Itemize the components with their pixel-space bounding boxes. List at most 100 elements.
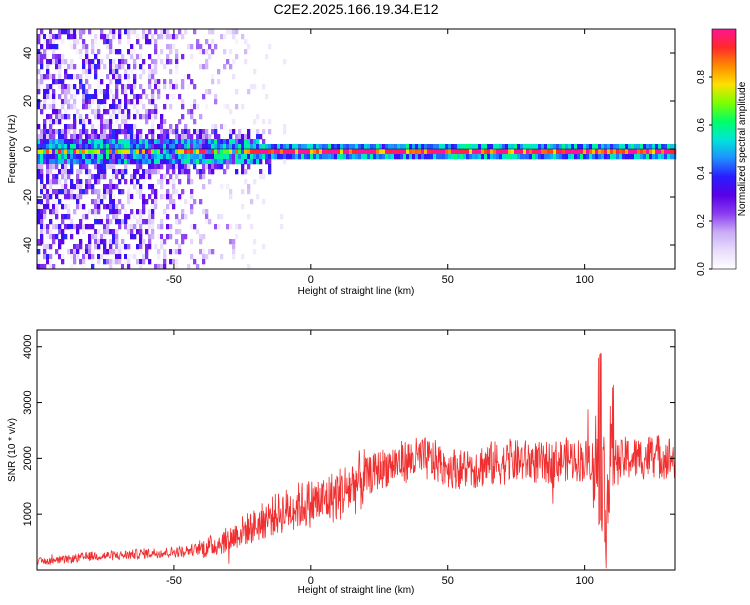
spectrogram-cell (55, 174, 59, 180)
spectrogram-cell (160, 244, 164, 250)
spectrogram-cell (52, 59, 56, 65)
colorbar-gradient (711, 28, 737, 270)
spectrogram-cell (511, 154, 515, 160)
spectrogram-cell (85, 59, 89, 65)
spectrogram-cell (178, 219, 182, 225)
spectrogram-cell (205, 214, 209, 220)
spectrogram-cell (88, 134, 92, 140)
spectrogram-cell (97, 49, 101, 55)
colorbar-ticks: 0.00.20.40.60.8 (696, 70, 712, 276)
spectrogram-cell (160, 149, 164, 155)
spectrogram-cell (247, 214, 251, 220)
spectrogram-cell (433, 149, 437, 155)
spectrogram-cell (82, 164, 86, 170)
spectrogram-cell (64, 184, 68, 190)
spectrogram-cell (223, 139, 227, 145)
spectrogram-cell (118, 109, 122, 115)
spectrogram-cell (40, 164, 44, 170)
spectrogram-cell (157, 54, 161, 60)
spectrogram-cell (664, 154, 668, 160)
spectrogram-cell (604, 144, 608, 150)
spectrogram-cell (97, 84, 101, 90)
spectrogram-cell (52, 39, 56, 45)
spectrogram-cell (184, 159, 188, 165)
spectrogram-cell (667, 149, 671, 155)
spectrogram-cell (571, 149, 575, 155)
spectrogram-cell (412, 149, 416, 155)
spectrogram-cell (229, 149, 233, 155)
spectrogram-cell (124, 214, 128, 220)
spectrogram-cell (79, 134, 83, 140)
spectrogram-cell (94, 149, 98, 155)
spectrogram-cell (121, 119, 125, 125)
spectrogram-cell (100, 59, 104, 65)
spectrogram-cell (190, 179, 194, 185)
spectrogram-cell (235, 149, 239, 155)
spectrogram-cell (118, 209, 122, 215)
spectrogram-cell (64, 134, 68, 140)
spectrogram-cell (190, 44, 194, 50)
spectrogram-cell (193, 199, 197, 205)
spectrogram-cell (97, 59, 101, 65)
spectrogram-cell (43, 214, 47, 220)
spectrogram-cell (109, 134, 113, 140)
spectrogram-cell (124, 89, 128, 95)
spectrogram-cell (55, 109, 59, 115)
spectrogram-cell (208, 154, 212, 160)
spectrogram-cell (121, 239, 125, 245)
spectrogram-cell (136, 219, 140, 225)
spectrogram-cell (169, 259, 173, 265)
spectrogram-cell (226, 59, 230, 65)
spectrogram-cell (499, 149, 503, 155)
spectrogram-cell (178, 144, 182, 150)
colorbar: 0.00.20.40.60.8 Normalized spectral ampl… (696, 28, 748, 276)
spectrogram-cell (109, 219, 113, 225)
spectrogram-cell (130, 194, 134, 200)
spectrogram-cell (196, 104, 200, 110)
spectrogram-cell (52, 119, 56, 125)
spectrogram-cell (175, 259, 179, 265)
spectrogram-cell (232, 149, 236, 155)
spectrogram-cell (115, 84, 119, 90)
spectrogram-cell (106, 139, 110, 145)
spectrogram-cell (256, 149, 260, 155)
spectrogram-cell (178, 154, 182, 160)
spectrogram-cell (55, 194, 59, 200)
spectrogram-cell (85, 184, 89, 190)
spectrogram-cell (196, 169, 200, 175)
spectrogram-cell (199, 134, 203, 140)
spectrogram-cell (49, 254, 53, 260)
spectrogram-cell (253, 149, 257, 155)
spectrogram-cell (169, 79, 173, 85)
spectrogram-cell (652, 154, 656, 160)
spectrogram-cell (313, 149, 317, 155)
spectrogram-cell (217, 144, 221, 150)
spectrogram-cell (46, 254, 50, 260)
spectrogram-cell (187, 134, 191, 140)
spectrogram-cell (121, 159, 125, 165)
spectrogram-cell (193, 259, 197, 265)
spectrogram-cell (58, 54, 62, 60)
spectrogram-cell (193, 104, 197, 110)
spectrogram-cell (142, 239, 146, 245)
spectrogram-cell (229, 109, 233, 115)
spectrogram-cell (118, 189, 122, 195)
spectrogram-cell (541, 149, 545, 155)
spectrogram-cell (643, 149, 647, 155)
spectrogram-cell (160, 134, 164, 140)
spectrogram-cell (253, 144, 257, 150)
spectrogram-cell (40, 104, 44, 110)
spectrogram-cell (106, 224, 110, 230)
spectrogram-cell (385, 144, 389, 150)
spectrogram-cell (211, 154, 215, 160)
spectrogram-cell (184, 164, 188, 170)
spectrogram-cell (82, 159, 86, 165)
spectrogram-cell (136, 34, 140, 40)
spectrogram-cell (43, 194, 47, 200)
spectrogram-cell (76, 89, 80, 95)
spectrogram-cell (499, 154, 503, 160)
spectrogram-cell (64, 189, 68, 195)
spectrogram-cell (94, 179, 98, 185)
spectrogram-cell (604, 149, 608, 155)
spectrogram-cell (241, 139, 245, 145)
